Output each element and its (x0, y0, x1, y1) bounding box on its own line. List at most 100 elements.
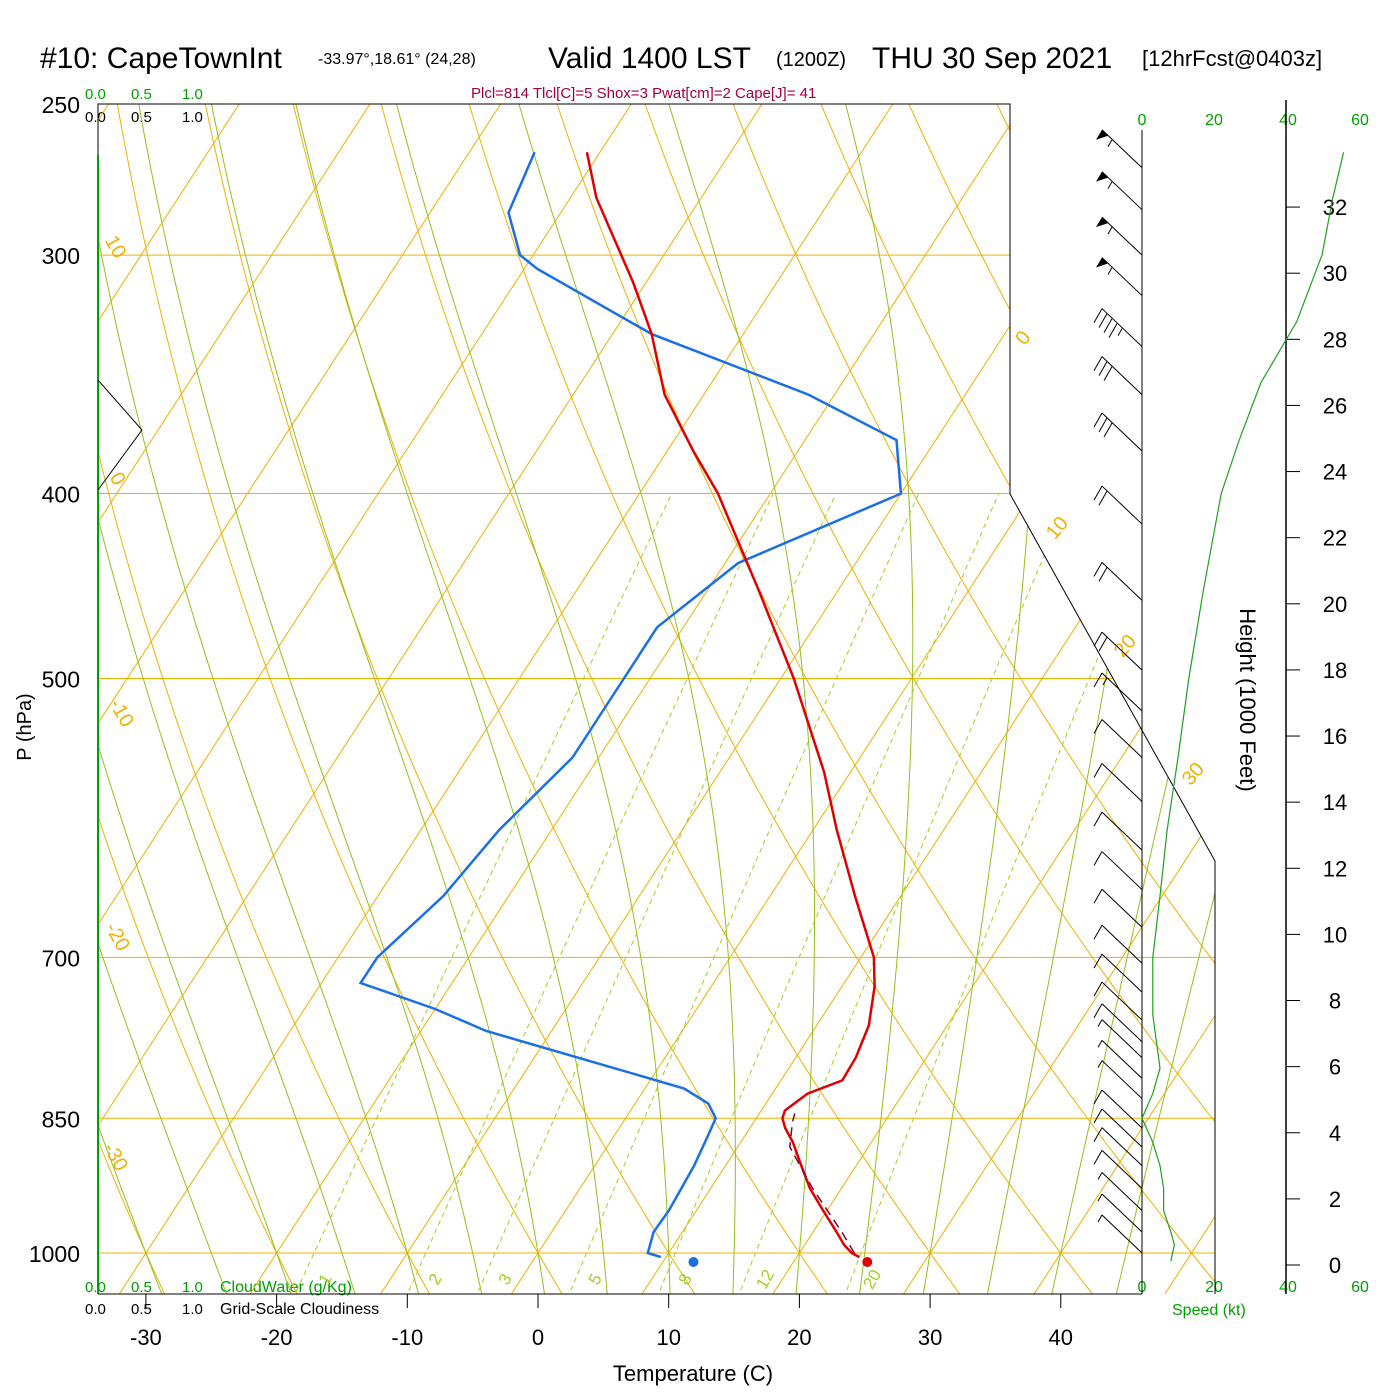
height-tick-label: 18 (1323, 658, 1347, 683)
barb-flag (1093, 763, 1103, 778)
station-title: #10: CapeTownInt (40, 42, 282, 75)
wind-barb (1097, 1214, 1143, 1254)
cloudiness-label: Grid-Scale Cloudiness (220, 1301, 379, 1318)
moist-adiabat-line (98, 104, 177, 1294)
isotherm-line (98, 104, 785, 1294)
isotherm-label: 10 (1042, 513, 1073, 544)
barb-flag (1093, 308, 1103, 323)
barb-staff (1101, 1150, 1143, 1189)
x-tick-label: 20 (787, 1325, 811, 1350)
dewpoint-line (358, 151, 903, 1259)
barb-flag (1103, 318, 1113, 333)
wind-barb (1093, 851, 1143, 890)
cloud-water-scale-b1: 0.5 (131, 1279, 152, 1296)
mixing-ratio-line (460, 493, 837, 1294)
barb-staff (1101, 1060, 1143, 1099)
isotherm-label: 20 (1110, 631, 1141, 662)
mixing-ratio-line (642, 493, 1000, 1294)
speed-tick-top-0: 0 (1138, 112, 1147, 129)
height-tick-label: 2 (1329, 1187, 1341, 1212)
wind-barb (1093, 412, 1143, 452)
barb-half-flag (1117, 328, 1123, 336)
mixing-ratio-line (830, 493, 1166, 1294)
barb-staff (1101, 763, 1143, 802)
barb-staff (1101, 129, 1143, 169)
cloud-water-scale-b0: 0.0 (85, 1279, 106, 1296)
barb-staff (1101, 953, 1143, 993)
wind-barb (1093, 888, 1143, 928)
barb-staff (1101, 356, 1143, 395)
moist-adiabat-line (668, 104, 815, 1294)
barb-flag (1103, 422, 1113, 438)
x-axis-title: Temperature (C) (613, 1361, 773, 1386)
wind-barb (1096, 216, 1143, 256)
barb-flag (1093, 1108, 1103, 1124)
cloudiness-scale-b1: 0.5 (131, 1301, 152, 1318)
height-tick-label: 22 (1323, 526, 1347, 551)
mixing-ratio-label: 12 (752, 1266, 778, 1292)
isotherm-line (224, 104, 1046, 1294)
isotherm-label: 0 (1011, 327, 1035, 350)
height-tick-label: 8 (1329, 989, 1341, 1014)
barb-flag (1098, 417, 1108, 433)
height-tick-label: 6 (1329, 1055, 1341, 1080)
dry-adiabat-line (458, 104, 1123, 1294)
mixing-ratio-label: 8 (675, 1270, 696, 1288)
dry-adiabat-line (632, 104, 1215, 1294)
zulu-time: (1200Z) (776, 49, 846, 71)
pressure-tick-label: 850 (42, 1106, 80, 1132)
height-tick-label: 32 (1323, 195, 1347, 220)
dry-adiabat-line (893, 104, 1215, 1294)
barb-flag (1093, 981, 1103, 997)
sounding-profiles (358, 151, 903, 1267)
barb-flag (1098, 567, 1108, 582)
moist-adiabat-line (98, 104, 242, 1294)
mixing-ratio-label: 5 (585, 1270, 606, 1288)
isotherm-line (1139, 104, 1215, 1294)
barb-staff (1101, 924, 1143, 964)
barb-staff (1101, 1172, 1143, 1211)
barb-flag (1093, 888, 1103, 904)
speed-tick-bottom-60: 60 (1351, 1279, 1369, 1296)
pressure-tick-label: 700 (42, 945, 80, 971)
wind-barb (1097, 1039, 1143, 1079)
isotherm-label: 30 (1178, 759, 1209, 790)
barb-flag (1098, 490, 1108, 506)
mixing-ratio-line (390, 493, 774, 1294)
wind-barbs (1093, 129, 1143, 1254)
sounding-params: Plcl=814 Tlcl[C]=5 Shox=3 Pwat[cm]=2 Cap… (471, 85, 816, 102)
isotherm-line (616, 104, 1215, 1294)
barb-staff (1101, 1108, 1143, 1148)
wind-barb (1096, 129, 1143, 169)
barb-staff (1101, 888, 1143, 928)
wind-barb (1096, 171, 1143, 211)
isotherm-line (98, 104, 916, 1294)
isotherm-label: 0 (105, 469, 130, 490)
isotherm-line (98, 104, 393, 1294)
isotherm-line (98, 104, 262, 1294)
cloudiness-trace (97, 379, 143, 491)
isotherm-line (98, 104, 654, 1294)
wind-barb (1093, 811, 1143, 851)
barb-half-flag (1097, 1172, 1103, 1180)
wind-barb (1093, 561, 1143, 601)
barb-staff (1101, 1127, 1143, 1167)
barb-half-flag (1102, 677, 1108, 686)
wind-barb (1093, 1150, 1143, 1189)
plot-border (97, 103, 1216, 1294)
barb-flag (1103, 366, 1113, 381)
speed-tick-bottom-20: 20 (1205, 1279, 1223, 1296)
barb-pennant (1096, 171, 1108, 182)
valid-time: Valid 1400 LST (548, 42, 751, 75)
isotherm-line (747, 104, 1215, 1294)
dry-adiabats (98, 104, 1215, 1294)
isotherm-line (98, 104, 524, 1294)
moist-adiabat-line (979, 104, 1187, 1294)
barb-staff (1101, 412, 1143, 452)
wind-barb (1093, 631, 1143, 671)
moist-adiabat-line (518, 104, 736, 1294)
height-tick-label: 12 (1323, 856, 1347, 881)
barb-flag (1093, 356, 1103, 371)
dry-adiabat-line (98, 104, 318, 1294)
barb-flag (1093, 562, 1103, 577)
